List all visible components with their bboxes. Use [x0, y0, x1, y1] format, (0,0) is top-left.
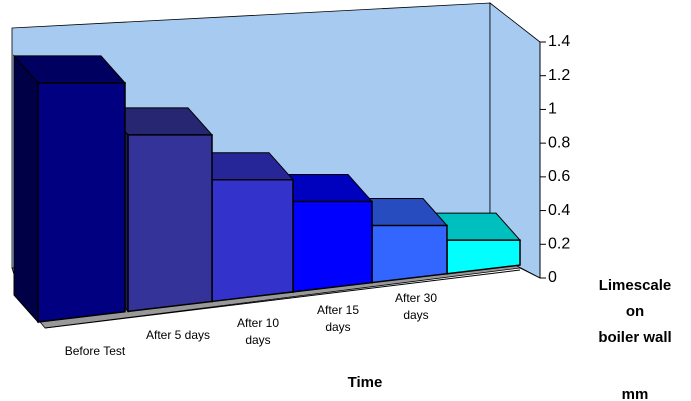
x-tick-label: After 15 days	[316, 303, 360, 334]
y-tick-label: 1.2	[548, 67, 570, 84]
y-tick-label: 0.8	[548, 134, 570, 151]
x-tick-label: After 5 days	[145, 328, 211, 342]
bar	[127, 134, 213, 313]
y-tick-label: 1.4	[548, 33, 570, 50]
bar	[371, 224, 448, 284]
y-axis-title: Limescale	[598, 277, 672, 294]
y-tick-label: 0.2	[548, 236, 570, 253]
bar	[37, 82, 126, 323]
bar	[292, 200, 373, 293]
y-tick-label: 0	[548, 269, 557, 286]
x-tick-label: Before Test	[64, 344, 126, 358]
y-tick-label: 0.4	[548, 202, 570, 219]
y-axis-title: on	[625, 303, 645, 320]
y-tick-label: 1	[548, 101, 557, 118]
bar	[211, 178, 294, 303]
x-axis-title: Time	[347, 374, 383, 391]
y-axis-title: mm	[621, 386, 649, 401]
x-tick-label: After 10 days	[236, 316, 280, 347]
bar-side	[13, 54, 39, 324]
x-tick-label: After 30 days	[394, 291, 438, 322]
y-axis-title: boiler wall	[598, 329, 672, 346]
x-axis	[44, 269, 521, 329]
y-tick-label: 0.6	[548, 168, 570, 185]
bar-group	[12, 54, 127, 324]
bars	[12, 54, 522, 324]
